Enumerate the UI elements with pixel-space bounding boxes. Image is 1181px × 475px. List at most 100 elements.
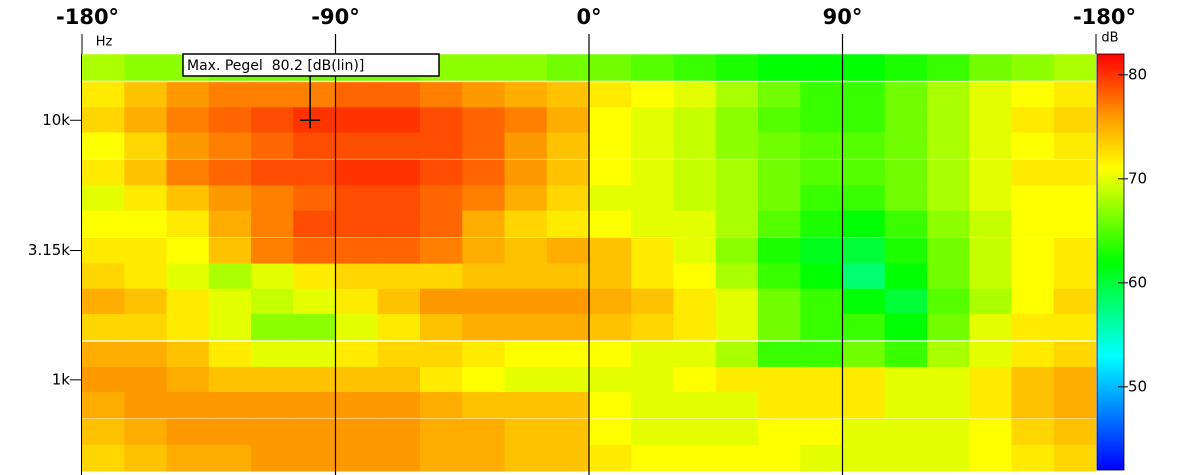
cell — [293, 314, 336, 340]
cell — [758, 392, 801, 418]
cell — [420, 289, 463, 315]
cell — [124, 342, 167, 368]
cell — [124, 367, 167, 393]
cell — [927, 107, 970, 133]
cell — [716, 419, 759, 445]
cell — [927, 211, 970, 237]
cell — [885, 211, 928, 237]
cell — [631, 238, 674, 264]
cell — [674, 185, 717, 211]
cell — [547, 54, 590, 80]
cell — [674, 238, 717, 264]
cell — [420, 159, 463, 185]
cell — [927, 314, 970, 340]
cell — [969, 54, 1012, 80]
cell — [589, 289, 632, 315]
cell — [758, 185, 801, 211]
cell — [758, 132, 801, 158]
cell — [843, 54, 886, 80]
cell — [167, 445, 210, 471]
cell — [674, 82, 717, 108]
cell — [674, 264, 717, 290]
cell — [969, 264, 1012, 290]
cell — [336, 445, 379, 471]
cell — [800, 264, 843, 290]
cell — [1012, 107, 1055, 133]
cell — [251, 185, 294, 211]
cell — [800, 211, 843, 237]
cell — [82, 314, 125, 340]
cell — [927, 264, 970, 290]
cell — [1012, 289, 1055, 315]
cell — [420, 107, 463, 133]
cell — [1012, 445, 1055, 471]
cell — [420, 238, 463, 264]
cell — [843, 82, 886, 108]
cell — [589, 54, 632, 80]
cell — [547, 159, 590, 185]
cell — [124, 185, 167, 211]
cell — [885, 392, 928, 418]
cell — [167, 342, 210, 368]
cell — [927, 159, 970, 185]
cell — [82, 419, 125, 445]
cell — [716, 289, 759, 315]
cell — [800, 367, 843, 393]
cell — [167, 367, 210, 393]
cell — [251, 289, 294, 315]
cell — [505, 238, 548, 264]
cell — [462, 82, 505, 108]
cell — [1012, 211, 1055, 237]
cell — [885, 342, 928, 368]
cell — [378, 185, 421, 211]
cell — [547, 238, 590, 264]
cell — [843, 392, 886, 418]
cell — [378, 289, 421, 315]
cell — [505, 314, 548, 340]
cell — [843, 264, 886, 290]
cell — [1012, 264, 1055, 290]
cell — [251, 419, 294, 445]
cell — [505, 264, 548, 290]
cell — [631, 264, 674, 290]
cell — [716, 342, 759, 368]
cell — [843, 185, 886, 211]
cell — [716, 159, 759, 185]
cell — [209, 211, 252, 237]
cell — [124, 211, 167, 237]
cell — [505, 367, 548, 393]
cell — [843, 159, 886, 185]
cell — [505, 132, 548, 158]
cell — [547, 264, 590, 290]
cell — [758, 211, 801, 237]
cell — [462, 342, 505, 368]
cell — [631, 211, 674, 237]
cell — [1054, 185, 1097, 211]
cell — [927, 419, 970, 445]
cell — [462, 211, 505, 237]
cell — [209, 367, 252, 393]
cell — [885, 367, 928, 393]
cell — [462, 367, 505, 393]
cell — [378, 419, 421, 445]
cell — [82, 367, 125, 393]
colorbar — [1097, 54, 1124, 470]
cell — [378, 132, 421, 158]
cell — [927, 185, 970, 211]
cell — [82, 211, 125, 237]
cell — [378, 314, 421, 340]
cell — [420, 419, 463, 445]
cell — [800, 132, 843, 158]
cell — [209, 342, 252, 368]
cell — [843, 289, 886, 315]
cell — [800, 185, 843, 211]
cell — [885, 419, 928, 445]
cell — [716, 264, 759, 290]
cell — [1012, 82, 1055, 108]
cell — [124, 54, 167, 80]
cell — [124, 264, 167, 290]
cell — [167, 238, 210, 264]
colorbar-tick-label: 60 — [1128, 273, 1147, 291]
cell — [1012, 159, 1055, 185]
cell — [462, 419, 505, 445]
